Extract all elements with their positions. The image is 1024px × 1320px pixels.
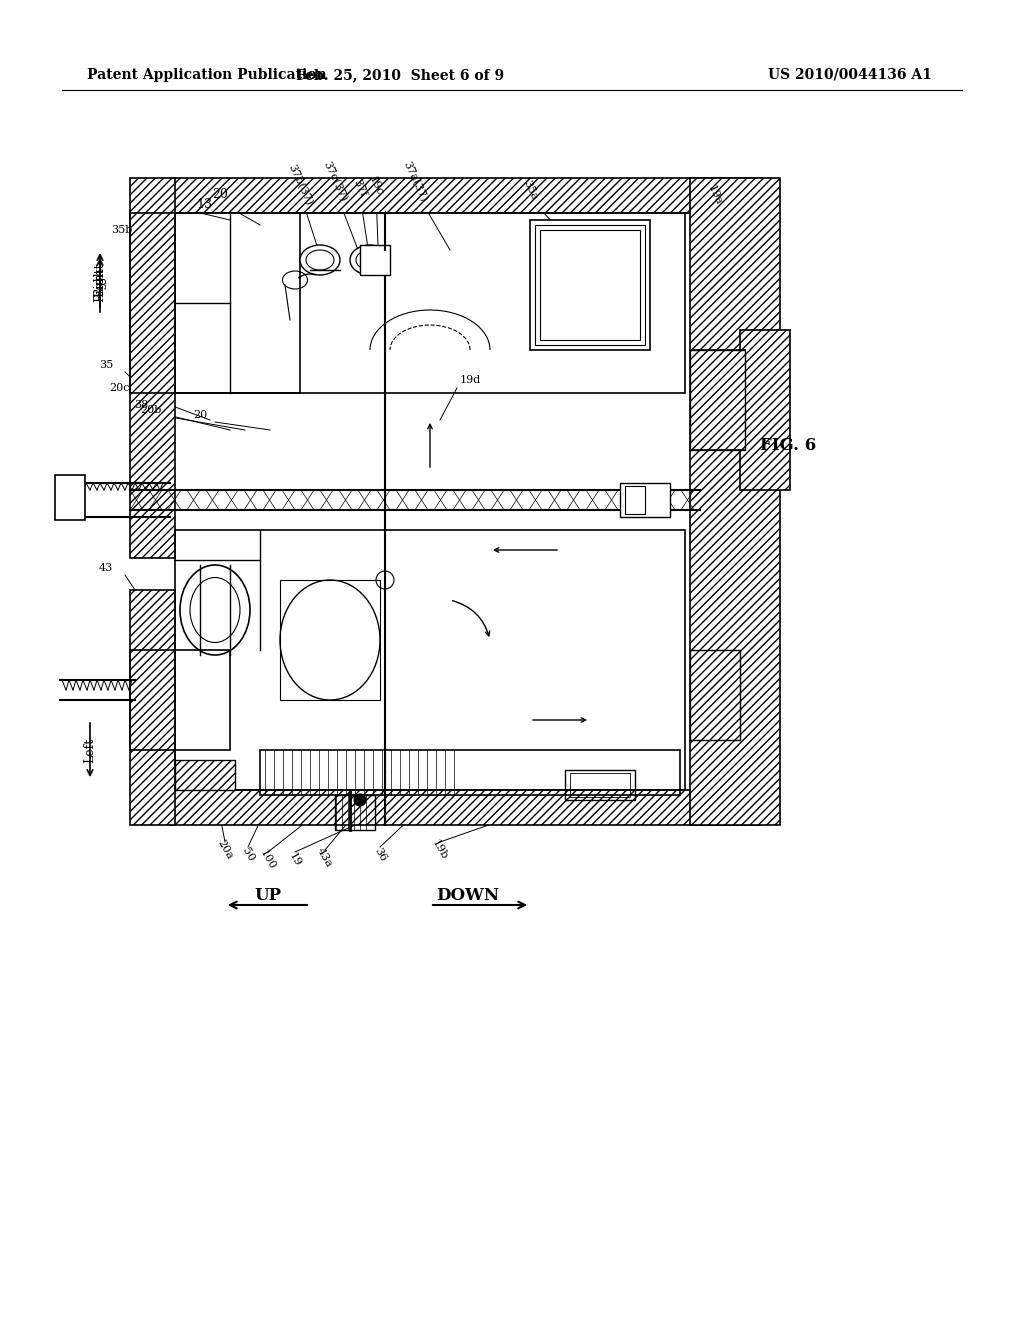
- Text: 19c: 19c: [368, 174, 385, 198]
- Bar: [280, 579, 380, 700]
- Bar: [565, 770, 635, 800]
- Text: UP: UP: [255, 887, 282, 903]
- Text: 37a(37): 37a(37): [401, 160, 429, 205]
- Text: 37b(37): 37b(37): [286, 162, 314, 207]
- Bar: [690, 350, 745, 450]
- Bar: [625, 486, 645, 513]
- Bar: [260, 750, 680, 795]
- Bar: [570, 774, 630, 797]
- Text: Right: Right: [93, 263, 106, 297]
- Text: 20: 20: [194, 411, 208, 420]
- Bar: [620, 483, 670, 517]
- Text: Right: Right: [93, 268, 106, 302]
- Ellipse shape: [354, 795, 366, 807]
- Text: 20a: 20a: [215, 838, 234, 862]
- Bar: [175, 531, 685, 789]
- Ellipse shape: [350, 246, 390, 275]
- Text: US 2010/0044136 A1: US 2010/0044136 A1: [768, 69, 932, 82]
- Text: Left: Left: [84, 738, 96, 763]
- Bar: [130, 590, 175, 825]
- Bar: [690, 178, 780, 825]
- Text: 20c: 20c: [110, 383, 130, 393]
- Text: 19a: 19a: [707, 183, 724, 206]
- Bar: [530, 220, 650, 350]
- Text: 37c(37): 37c(37): [322, 160, 349, 203]
- Text: DOWN: DOWN: [436, 887, 500, 903]
- Text: Feb. 25, 2010  Sheet 6 of 9: Feb. 25, 2010 Sheet 6 of 9: [296, 69, 504, 82]
- Bar: [55, 475, 85, 520]
- Text: 20: 20: [212, 189, 228, 202]
- Text: 35: 35: [98, 360, 113, 370]
- Bar: [740, 330, 790, 490]
- Text: 43a: 43a: [315, 846, 335, 870]
- Text: FIG. 6: FIG. 6: [760, 437, 816, 454]
- Bar: [690, 649, 740, 741]
- Bar: [540, 230, 640, 341]
- Text: 43: 43: [98, 564, 113, 573]
- Bar: [360, 246, 390, 275]
- Bar: [130, 213, 300, 393]
- Text: 100: 100: [258, 849, 278, 871]
- Text: 20b: 20b: [140, 405, 162, 414]
- Bar: [130, 178, 175, 558]
- Bar: [170, 178, 760, 213]
- Text: 50: 50: [240, 846, 256, 863]
- Bar: [170, 789, 760, 825]
- Bar: [535, 224, 645, 345]
- Text: Patent Application Publication: Patent Application Publication: [87, 69, 327, 82]
- Text: 37f: 37f: [351, 178, 369, 198]
- Bar: [175, 760, 234, 789]
- Text: 19d: 19d: [460, 375, 481, 385]
- Text: 19b: 19b: [430, 838, 450, 862]
- Text: 35b: 35b: [112, 224, 133, 235]
- Text: 38: 38: [134, 400, 148, 411]
- Bar: [175, 213, 685, 393]
- Text: 36: 36: [372, 846, 388, 863]
- Text: 13: 13: [196, 198, 212, 211]
- Bar: [130, 649, 230, 750]
- Text: 19: 19: [287, 851, 303, 869]
- Ellipse shape: [300, 246, 340, 275]
- Bar: [335, 795, 375, 830]
- Text: 35a: 35a: [521, 178, 539, 202]
